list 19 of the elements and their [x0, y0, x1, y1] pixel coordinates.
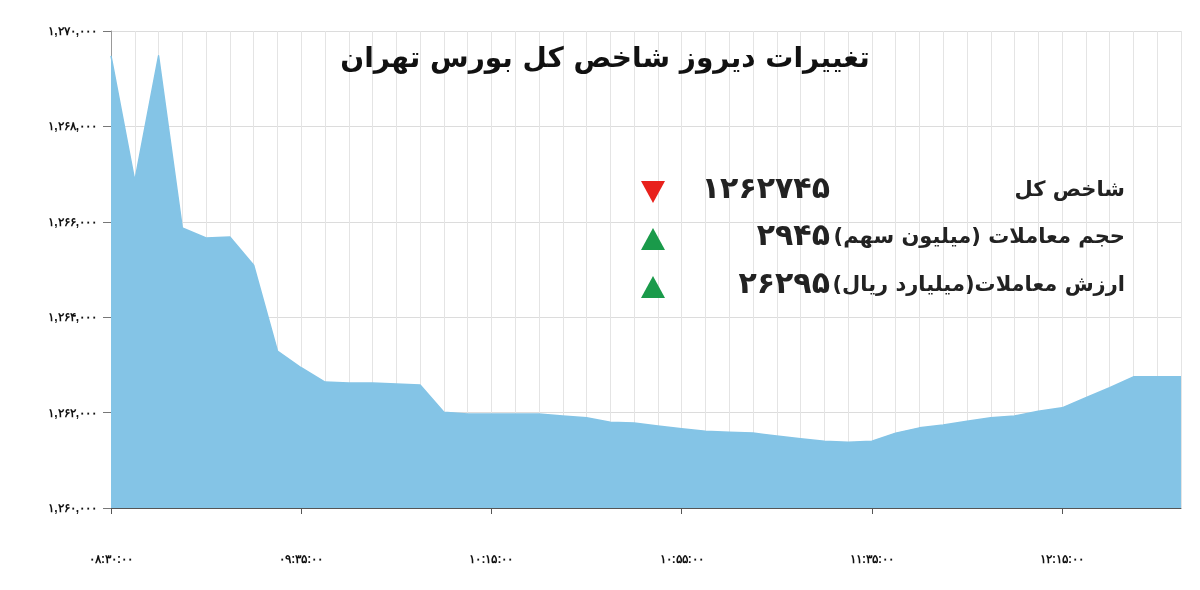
y-tick-label: ۱,۲۷۰,۰۰۰ — [48, 24, 97, 38]
x-tick-label: ۱۱:۳۵:۰۰ — [849, 552, 894, 566]
y-tick-label: ۱,۲۶۰,۰۰۰ — [48, 501, 97, 515]
x-tick-label: ۱۰:۱۵:۰۰ — [469, 552, 514, 566]
annotation: ۲۹۴۵ — [756, 217, 830, 252]
chart-title: تغییرات دیروز شاخص کل بورس تهران — [340, 40, 870, 74]
annotation: ارزش معاملات(میلیارد ریال) — [832, 272, 1125, 296]
annotation: حجم معاملات (میلیون سهم) — [833, 224, 1125, 248]
x-tick-label: ۰۹:۳۵:۰۰ — [279, 552, 324, 566]
y-tick-label: ۱,۲۶۴,۰۰۰ — [48, 310, 97, 325]
x-tick-label: ۱۰:۵۵:۰۰ — [659, 552, 704, 566]
x-tick-label: ۱۲:۱۵:۰۰ — [1040, 552, 1085, 566]
annotation: ۲۶۲۹۵ — [738, 265, 830, 300]
x-tick-label: ۰۸:۳۰:۰۰ — [89, 552, 133, 566]
y-tick-label: ۱,۲۶۸,۰۰۰ — [48, 119, 97, 134]
annotation: شاخص کل — [1014, 177, 1125, 201]
y-tick-label: ۱,۲۶۶,۰۰۰ — [48, 214, 97, 229]
annotation: ۱۲۶۲۷۴۵ — [701, 170, 830, 205]
y-tick-label: ۱,۲۶۲,۰۰۰ — [48, 405, 97, 420]
